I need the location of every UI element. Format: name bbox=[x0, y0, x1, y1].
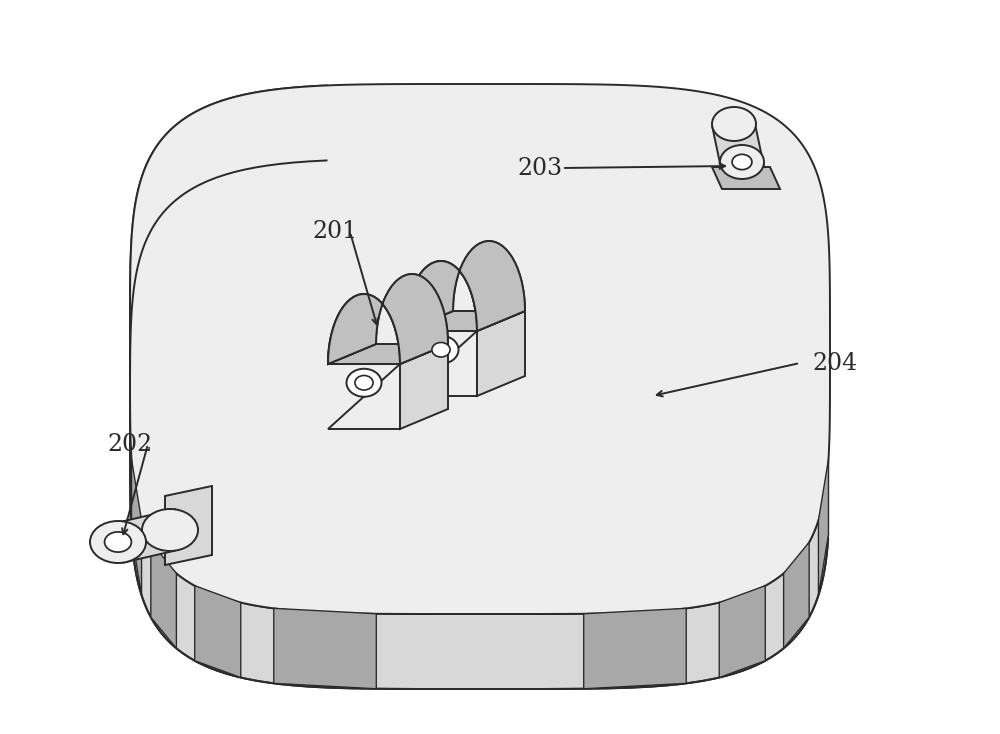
Ellipse shape bbox=[90, 521, 146, 563]
Polygon shape bbox=[151, 542, 176, 648]
Polygon shape bbox=[123, 509, 175, 563]
Polygon shape bbox=[818, 459, 828, 595]
Ellipse shape bbox=[355, 376, 373, 390]
Ellipse shape bbox=[424, 335, 458, 364]
Ellipse shape bbox=[712, 107, 756, 141]
Text: 201: 201 bbox=[312, 219, 358, 243]
Polygon shape bbox=[712, 127, 764, 165]
Polygon shape bbox=[405, 241, 525, 331]
Ellipse shape bbox=[105, 532, 131, 552]
Polygon shape bbox=[784, 542, 809, 648]
Ellipse shape bbox=[432, 343, 450, 357]
Polygon shape bbox=[405, 241, 525, 331]
Polygon shape bbox=[130, 84, 830, 614]
Polygon shape bbox=[584, 608, 686, 688]
Polygon shape bbox=[130, 85, 828, 689]
Polygon shape bbox=[328, 344, 448, 364]
Ellipse shape bbox=[142, 509, 198, 551]
Text: 204: 204 bbox=[812, 352, 858, 375]
Text: 202: 202 bbox=[107, 432, 153, 456]
Polygon shape bbox=[328, 274, 448, 364]
Polygon shape bbox=[328, 294, 400, 429]
Polygon shape bbox=[712, 167, 780, 189]
Polygon shape bbox=[195, 586, 241, 677]
Polygon shape bbox=[405, 311, 525, 331]
Polygon shape bbox=[274, 608, 376, 688]
Ellipse shape bbox=[732, 154, 752, 170]
Text: 203: 203 bbox=[517, 157, 563, 181]
Ellipse shape bbox=[720, 145, 764, 179]
Ellipse shape bbox=[346, 368, 381, 397]
Polygon shape bbox=[719, 586, 765, 677]
Polygon shape bbox=[132, 459, 142, 595]
Polygon shape bbox=[165, 486, 212, 565]
Polygon shape bbox=[400, 344, 448, 429]
Polygon shape bbox=[477, 311, 525, 396]
Polygon shape bbox=[405, 261, 477, 396]
Polygon shape bbox=[328, 274, 448, 364]
